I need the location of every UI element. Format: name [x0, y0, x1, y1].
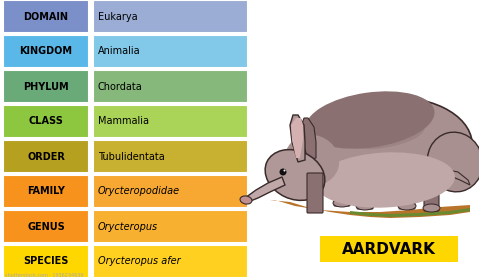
Ellipse shape [315, 152, 455, 208]
FancyBboxPatch shape [93, 0, 248, 33]
Text: PHYLUM: PHYLUM [23, 81, 69, 92]
Polygon shape [290, 115, 305, 162]
Text: SPECIES: SPECIES [23, 256, 68, 267]
FancyBboxPatch shape [93, 175, 248, 208]
FancyBboxPatch shape [334, 162, 350, 206]
Text: Eukarya: Eukarya [98, 11, 137, 22]
Text: AARDVARK: AARDVARK [342, 241, 436, 256]
FancyBboxPatch shape [93, 70, 248, 103]
FancyBboxPatch shape [3, 245, 89, 278]
Ellipse shape [356, 202, 374, 210]
Ellipse shape [345, 121, 424, 149]
Ellipse shape [240, 196, 252, 204]
FancyBboxPatch shape [307, 173, 323, 213]
Ellipse shape [345, 125, 405, 145]
Ellipse shape [265, 150, 325, 200]
Ellipse shape [306, 91, 434, 149]
Ellipse shape [285, 135, 339, 185]
Circle shape [284, 169, 285, 171]
Text: GENUS: GENUS [27, 221, 65, 232]
Polygon shape [291, 118, 303, 158]
Ellipse shape [298, 97, 472, 203]
Text: Tubulidentata: Tubulidentata [98, 151, 165, 162]
FancyBboxPatch shape [93, 35, 248, 68]
Text: Orycteropodidae: Orycteropodidae [98, 186, 180, 197]
Text: Orycteropus: Orycteropus [98, 221, 158, 232]
Text: Chordata: Chordata [98, 81, 143, 92]
Polygon shape [245, 177, 285, 202]
Text: shutterstock.com · 1936234639: shutterstock.com · 1936234639 [5, 273, 83, 278]
FancyBboxPatch shape [93, 210, 248, 243]
FancyBboxPatch shape [399, 162, 415, 209]
Text: Animalia: Animalia [98, 46, 141, 57]
FancyBboxPatch shape [424, 164, 439, 211]
Text: KINGDOM: KINGDOM [20, 46, 72, 57]
Polygon shape [270, 200, 470, 218]
Ellipse shape [427, 132, 479, 192]
FancyBboxPatch shape [3, 105, 89, 138]
Text: FAMILY: FAMILY [27, 186, 65, 197]
Text: Orycteropus afer: Orycteropus afer [98, 256, 181, 267]
Polygon shape [301, 118, 316, 160]
Text: Mammalia: Mammalia [98, 116, 149, 127]
Ellipse shape [333, 199, 351, 207]
FancyBboxPatch shape [357, 165, 373, 209]
FancyBboxPatch shape [93, 105, 248, 138]
Text: DOMAIN: DOMAIN [23, 11, 68, 22]
Text: CLASS: CLASS [29, 116, 63, 127]
Ellipse shape [398, 202, 416, 210]
FancyBboxPatch shape [3, 175, 89, 208]
Polygon shape [350, 208, 470, 217]
FancyBboxPatch shape [320, 236, 458, 262]
Circle shape [280, 169, 286, 176]
Ellipse shape [345, 127, 395, 143]
Text: ORDER: ORDER [27, 151, 65, 162]
FancyBboxPatch shape [93, 140, 248, 173]
FancyBboxPatch shape [3, 70, 89, 103]
FancyBboxPatch shape [3, 0, 89, 33]
Polygon shape [448, 170, 470, 185]
FancyBboxPatch shape [3, 35, 89, 68]
FancyBboxPatch shape [3, 210, 89, 243]
FancyBboxPatch shape [3, 140, 89, 173]
FancyBboxPatch shape [93, 245, 248, 278]
Ellipse shape [423, 204, 440, 212]
